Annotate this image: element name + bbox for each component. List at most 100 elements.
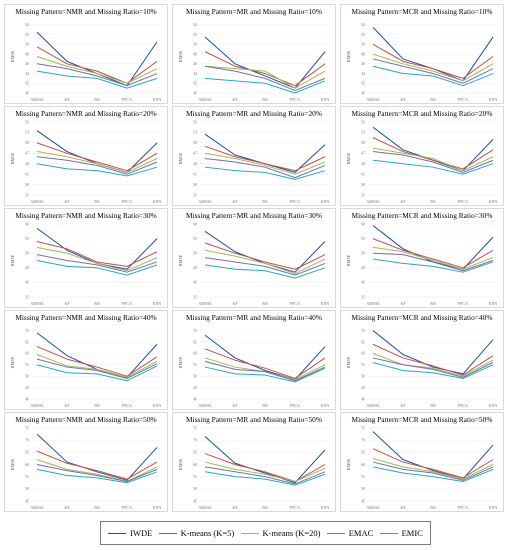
y-tick-label: 60 [25, 462, 29, 467]
y-tick-label: 50 [25, 140, 29, 145]
x-tick-label: PPCA [122, 97, 132, 102]
y-tick-label: 48 [361, 51, 365, 56]
x-tick-label: KNN [489, 301, 498, 306]
y-tick-label: 47 [193, 151, 197, 156]
y-axis-label: RMSE [346, 254, 351, 266]
chart-panel: Missing Pattern=MR and Missing Ratio=30%… [172, 208, 336, 308]
y-tick-label: 70 [361, 328, 365, 333]
y-tick-label: 60 [361, 221, 365, 226]
x-tick-label: ARIMA [30, 403, 43, 408]
x-tick-label: KF [400, 199, 406, 204]
chart-title: Missing Pattern=MCR and Missing Ratio=50… [351, 415, 493, 424]
series-line-k-means-k-5 [204, 242, 326, 270]
x-tick-label: BN [94, 505, 100, 510]
x-tick-label: BN [94, 199, 100, 204]
series-line-iwde [204, 334, 326, 381]
y-tick-label: 46 [25, 61, 29, 66]
series-line-emic [204, 471, 326, 486]
chart-panel: Missing Pattern=NMR and Missing Ratio=20… [4, 106, 168, 206]
y-tick-label: 50 [193, 251, 197, 256]
x-tick-label: KNN [153, 505, 162, 510]
series-line-k-means-k-20 [204, 152, 326, 175]
y-tick-label: 65 [361, 339, 365, 344]
x-tick-label: ARIMA [198, 505, 211, 510]
x-tick-label: PPCA [458, 301, 468, 306]
series-line-emac [372, 151, 494, 173]
y-tick-label: 50 [361, 251, 365, 256]
chart-panel: Missing Pattern=MCR and Missing Ratio=20… [340, 106, 504, 206]
series-line-iwde [204, 436, 326, 484]
chart-panel: Missing Pattern=MR and Missing Ratio=40%… [172, 310, 336, 410]
y-tick-label: 50 [193, 140, 197, 145]
y-axis-label: RMSE [10, 152, 15, 164]
y-tick-label: 44 [361, 71, 365, 76]
series-line-k-means-k-5 [36, 450, 158, 480]
y-tick-label: 55 [361, 474, 365, 479]
y-axis-label: RMSE [10, 458, 15, 470]
x-tick-label: KNN [489, 97, 498, 102]
y-tick-label: 46 [193, 61, 197, 66]
x-tick-label: PPCA [290, 199, 300, 204]
y-tick-label: 55 [25, 474, 29, 479]
series-line-k-means-k-5 [204, 348, 326, 379]
x-tick-label: KNN [321, 199, 330, 204]
y-tick-label: 50 [361, 486, 365, 491]
y-tick-label: 60 [25, 351, 29, 356]
x-tick-label: PPCA [458, 97, 468, 102]
y-tick-label: 50 [361, 140, 365, 145]
series-line-emic [372, 362, 494, 379]
chart-title: Missing Pattern=MR and Missing Ratio=30% [185, 211, 323, 220]
series-line-k-means-k-20 [372, 147, 494, 172]
series-line-k-means-k-20 [372, 352, 494, 377]
x-tick-label: KNN [153, 97, 162, 102]
series-line-k-means-k-5 [36, 46, 158, 84]
x-tick-label: KF [232, 301, 238, 306]
y-tick-label: 60 [361, 351, 365, 356]
y-tick-label: 65 [25, 339, 29, 344]
y-tick-label: 70 [25, 328, 29, 333]
x-tick-label: KF [64, 403, 70, 408]
series-line-k-means-k-20 [36, 56, 158, 84]
series-line-k-means-k-5 [204, 453, 326, 483]
series-line-k-means-k-20 [36, 151, 158, 173]
y-tick-label: 55 [193, 236, 197, 241]
y-tick-label: 55 [25, 362, 29, 367]
y-tick-label: 53 [193, 130, 197, 135]
x-tick-label: BN [430, 403, 436, 408]
y-tick-label: 53 [25, 130, 29, 135]
x-tick-label: BN [430, 97, 436, 102]
y-tick-label: 60 [193, 462, 197, 467]
legend-item-emic: EMIC [379, 528, 423, 538]
chart-title: Missing Pattern=NMR and Missing Ratio=10… [15, 7, 157, 16]
y-tick-label: 75 [25, 425, 29, 430]
series-line-emac [204, 158, 326, 179]
x-tick-label: PPCA [122, 199, 132, 204]
y-tick-label: 50 [193, 42, 197, 47]
y-tick-label: 65 [361, 450, 365, 455]
x-tick-label: KF [64, 505, 70, 510]
x-tick-label: KNN [321, 97, 330, 102]
y-axis-label: RMSE [10, 254, 15, 266]
series-line-emic [36, 468, 158, 484]
x-tick-label: KNN [321, 403, 330, 408]
series-line-emic [372, 159, 494, 175]
y-tick-label: 40 [25, 396, 29, 401]
x-tick-label: BN [94, 301, 100, 306]
x-tick-label: BN [430, 301, 436, 306]
x-tick-label: PPCA [122, 403, 132, 408]
x-tick-label: KF [400, 403, 406, 408]
y-tick-label: 50 [361, 42, 365, 47]
series-line-iwde [36, 130, 158, 173]
y-tick-label: 35 [193, 192, 197, 197]
y-tick-label: 50 [25, 251, 29, 256]
x-tick-label: KNN [489, 403, 498, 408]
y-tick-label: 44 [361, 161, 365, 166]
y-tick-label: 60 [193, 351, 197, 356]
chart-title: Missing Pattern=NMR and Missing Ratio=20… [15, 109, 157, 118]
y-tick-label: 41 [193, 171, 197, 176]
y-tick-label: 56 [25, 119, 29, 124]
series-line-iwde [372, 225, 494, 270]
y-tick-label: 48 [193, 51, 197, 56]
chart-plot: 40 42 44 46 48 50 52 54 RMSE ARIMA KF BN PPCA KNN [10, 22, 163, 102]
legend-label: K-means (K=20) [262, 528, 321, 538]
